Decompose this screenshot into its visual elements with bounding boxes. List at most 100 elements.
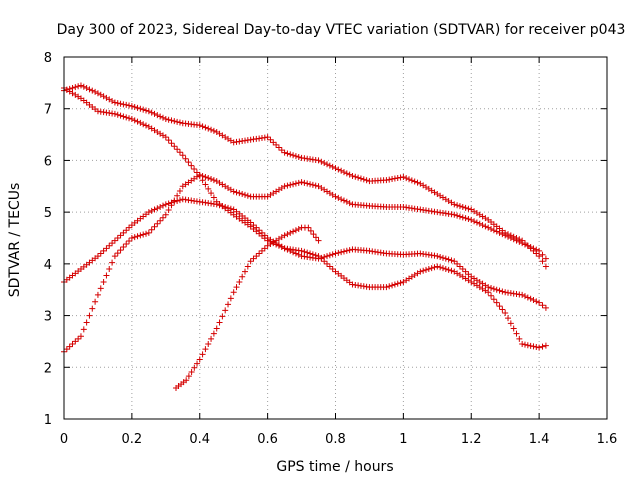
data-point: [145, 229, 152, 236]
data-point: [524, 294, 531, 301]
data-point: [233, 189, 240, 196]
grid-lines: [64, 57, 607, 419]
data-point: [109, 259, 116, 266]
data-point: [431, 264, 438, 271]
data-point: [202, 181, 209, 188]
data-point: [97, 285, 104, 292]
data-point: [131, 103, 138, 110]
data-point: [386, 176, 393, 183]
data-point: [117, 232, 124, 239]
data-point: [324, 161, 331, 168]
data-point: [287, 229, 294, 236]
data-point: [182, 155, 189, 162]
data-point: [109, 240, 116, 247]
y-tick-label: 5: [44, 206, 52, 221]
data-point: [148, 226, 155, 233]
data-point: [216, 319, 223, 326]
data-point: [284, 150, 291, 157]
data-point: [524, 242, 531, 249]
data-point: [519, 291, 526, 298]
data-point: [310, 231, 317, 238]
x-tick-label: 0.8: [325, 432, 346, 447]
data-point: [295, 153, 302, 160]
data-point: [312, 234, 319, 241]
data-point: [493, 228, 500, 235]
data-point: [191, 364, 198, 371]
data-point: [346, 247, 353, 254]
data-point: [126, 115, 133, 122]
data-point: [275, 144, 282, 151]
data-point: [83, 85, 90, 92]
data-point: [117, 247, 124, 254]
data-point: [414, 179, 421, 186]
data-point: [479, 222, 486, 229]
data-point: [253, 253, 260, 260]
data-point: [222, 203, 229, 210]
data-point: [505, 233, 512, 240]
data-point: [219, 203, 226, 210]
data-point: [154, 112, 161, 119]
data-point: [83, 319, 90, 326]
data-point: [284, 231, 291, 238]
data-point: [86, 86, 93, 93]
data-point: [148, 109, 155, 116]
data-point: [157, 217, 164, 224]
data-point: [120, 113, 127, 120]
data-point: [244, 263, 251, 270]
data-point: [485, 289, 492, 296]
data-point: [521, 341, 528, 348]
data-point: [510, 236, 517, 243]
data-point: [459, 266, 466, 273]
data-point: [103, 272, 110, 279]
data-point: [185, 159, 192, 166]
data-point: [159, 114, 166, 121]
data-point: [242, 191, 248, 198]
data-point: [462, 215, 469, 222]
data-point: [247, 219, 254, 226]
data-point: [261, 232, 268, 239]
data-point: [80, 326, 87, 333]
x-tick-label: 1.4: [529, 432, 550, 447]
data-point: [230, 289, 237, 296]
data-point: [143, 230, 150, 237]
data-point: [462, 268, 469, 275]
data-point: [290, 152, 297, 159]
data-point: [225, 204, 232, 211]
data-point: [103, 245, 110, 252]
data-point: [126, 102, 133, 109]
data-point: [451, 201, 458, 208]
data-point: [159, 214, 166, 221]
data-point: [256, 250, 263, 257]
data-point: [536, 299, 543, 306]
data-point: [462, 204, 469, 211]
y-tick-label: 1: [44, 413, 52, 428]
data-point: [499, 231, 506, 238]
data-point: [208, 335, 215, 342]
data-point: [128, 116, 135, 123]
data-point: [321, 258, 328, 265]
data-point: [210, 177, 217, 184]
data-point: [454, 202, 461, 209]
data-point: [499, 306, 506, 313]
data-point: [315, 237, 322, 244]
data-point: [176, 188, 183, 195]
data-point: [338, 249, 345, 256]
y-tick-label: 3: [44, 310, 52, 325]
y-tick-label: 2: [44, 361, 52, 376]
series-track-c: [61, 196, 549, 351]
data-point: [210, 127, 217, 134]
data-point: [199, 123, 206, 130]
data-point: [92, 88, 99, 95]
data-point: [123, 114, 130, 121]
data-point: [159, 202, 166, 209]
data-point: [239, 273, 246, 280]
data-point: [349, 172, 356, 179]
data-point: [326, 162, 333, 169]
data-point: [485, 284, 492, 291]
data-point: [499, 288, 506, 295]
data-point: [100, 247, 107, 254]
data-point: [134, 233, 141, 240]
data-point: [357, 175, 364, 182]
data-point: [301, 179, 308, 186]
data-point: [202, 124, 209, 131]
